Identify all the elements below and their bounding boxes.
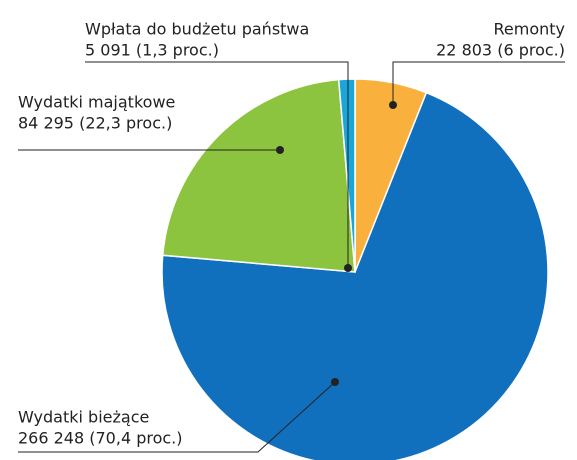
leader-dot: [389, 101, 397, 109]
pie-slice: [337, 78, 356, 273]
slice-value-label: 266 248 (70,4 proc.): [18, 429, 183, 448]
pie-slice: [161, 78, 356, 273]
leader-dot: [344, 264, 352, 272]
slice-value-label: 5 091 (1,3 proc.): [85, 41, 219, 60]
slice-value-label: 22 803 (6 proc.): [436, 41, 565, 60]
leader-line: [18, 381, 336, 453]
slice-label: Wydatki bieżące: [18, 408, 149, 427]
leader-dot: [331, 378, 339, 386]
leader-dot: [276, 146, 284, 154]
pie-slice: [161, 91, 549, 460]
slice-label: Wpłata do budżetu państwa: [85, 20, 309, 39]
slice-label: Remonty: [494, 20, 566, 39]
slice-value-label: 84 295 (22,3 proc.): [18, 114, 172, 133]
leader-line: [85, 61, 349, 268]
leader-line: [392, 61, 565, 105]
slice-label: Wydatki majątkowe: [18, 93, 175, 112]
